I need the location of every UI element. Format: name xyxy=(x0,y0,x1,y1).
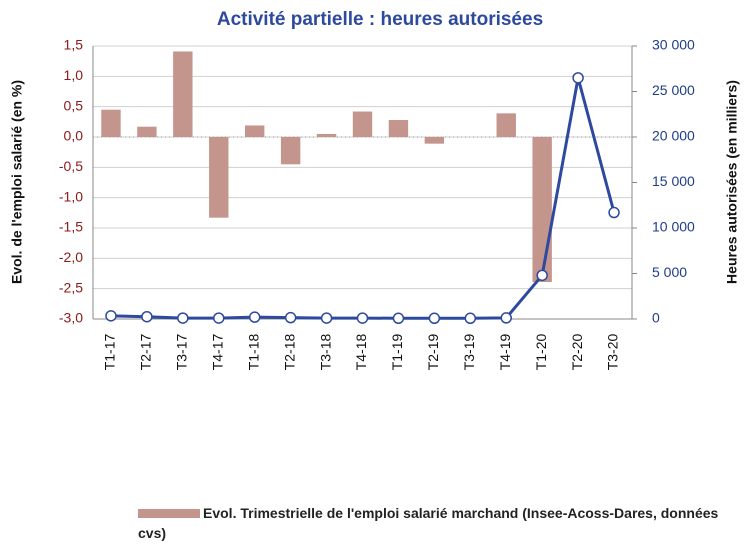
x-tick-label: T4-17 xyxy=(209,334,225,371)
bar xyxy=(101,109,121,137)
legend-label: Evol. Trimestrielle de l'emploi salarié … xyxy=(138,504,719,541)
line-marker xyxy=(141,310,153,323)
x-tick-label: T1-19 xyxy=(389,334,405,371)
bar xyxy=(209,137,229,218)
line-marker xyxy=(500,312,512,324)
y-tick-label: -2,5 xyxy=(59,279,83,295)
y-tick-label: -1,5 xyxy=(59,219,83,235)
y-tick-label: -1,0 xyxy=(59,188,83,204)
line-marker xyxy=(464,312,477,325)
bar xyxy=(424,137,445,144)
chart: Activité partielle : heures autorisées E… xyxy=(9,9,740,371)
line-marker xyxy=(248,311,261,323)
y2-tick-label: 5 000 xyxy=(652,264,687,280)
y-tick-label: 1,0 xyxy=(64,67,84,83)
chart-title: Activité partielle : heures autorisées xyxy=(217,9,543,30)
y2-tick-label: 0 xyxy=(652,310,660,326)
y-tick-label: -3,0 xyxy=(59,310,83,326)
bar xyxy=(280,137,301,165)
y-tick-label: -0,5 xyxy=(59,158,83,174)
x-tick-label: T1-17 xyxy=(102,334,118,371)
x-tick-label: T2-18 xyxy=(281,334,297,371)
x-tick-label: T1-18 xyxy=(245,334,261,371)
line-marker xyxy=(177,312,189,324)
legend-swatch xyxy=(138,508,200,518)
bar xyxy=(137,126,157,137)
line-marker xyxy=(428,312,441,325)
y-tick-label: 0,5 xyxy=(64,97,84,113)
x-tick-label: T2-19 xyxy=(425,334,441,371)
y2-tick-label: 10 000 xyxy=(652,219,695,235)
x-tick-label: T4-19 xyxy=(497,334,513,371)
x-tick-label: T2-17 xyxy=(138,334,154,371)
x-tick-label: T4-18 xyxy=(353,334,369,371)
line-marker xyxy=(213,312,225,324)
line-marker xyxy=(320,312,333,324)
bar xyxy=(173,51,193,137)
x-tick-label: T2-20 xyxy=(569,334,585,371)
x-tick-label: T1-20 xyxy=(533,334,549,371)
y-axis-label: Evol. de l'emploi salarié (en %) xyxy=(9,80,25,284)
x-tick-label: T3-18 xyxy=(317,334,333,371)
bar xyxy=(532,137,552,282)
line-marker xyxy=(392,312,405,325)
y-tick-label: -2,0 xyxy=(59,249,83,265)
y2-axis-label: Heures autorisées (en milliers) xyxy=(724,80,740,284)
bar xyxy=(244,125,265,137)
y-tick-label: 0,0 xyxy=(64,128,84,144)
line-marker xyxy=(608,206,620,219)
y-tick-label: 1,5 xyxy=(64,37,84,53)
bar xyxy=(316,133,337,137)
y2-tick-label: 30 000 xyxy=(652,37,695,53)
line-marker xyxy=(356,312,369,324)
legend: Evol. Trimestrielle de l'emploi salarié … xyxy=(138,503,738,543)
y2-tick-label: 20 000 xyxy=(652,128,695,144)
x-tick-label: T3-17 xyxy=(174,334,190,371)
line-marker xyxy=(536,269,548,282)
line-marker xyxy=(572,72,584,84)
x-tick-label: T3-19 xyxy=(461,334,477,371)
line-marker xyxy=(284,311,297,324)
line-marker xyxy=(105,310,117,322)
y2-tick-label: 25 000 xyxy=(652,82,695,98)
x-tick-label: T3-20 xyxy=(605,334,621,371)
bar xyxy=(388,120,409,137)
y2-tick-label: 15 000 xyxy=(652,173,695,189)
bar xyxy=(352,111,373,137)
bar xyxy=(496,113,516,137)
